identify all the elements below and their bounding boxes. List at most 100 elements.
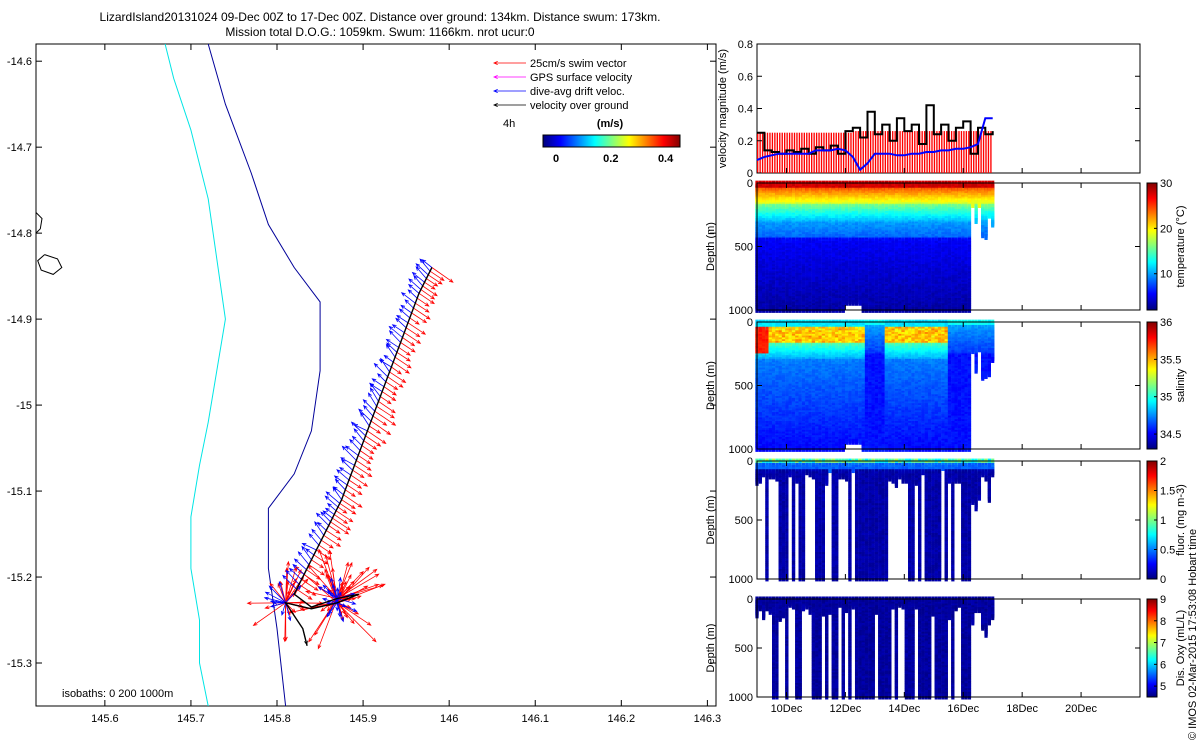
swim-bar (823, 132, 825, 173)
drift-vector (288, 567, 302, 580)
swim-bar (990, 131, 992, 173)
swim-bar (757, 132, 759, 173)
swim-vector (381, 391, 397, 402)
drift-vector (317, 521, 327, 531)
swim-bar (968, 131, 970, 173)
map-y-tick-label: -14.8 (7, 228, 32, 240)
swim-vector (378, 401, 396, 414)
swim-vector (391, 366, 402, 375)
drift-vector (301, 545, 312, 561)
reef-outline (35, 212, 43, 234)
swim-vector (367, 430, 387, 444)
drift-vector (421, 259, 433, 268)
swim-bar (904, 131, 906, 173)
swim-bar (850, 132, 852, 173)
island-outline (37, 254, 63, 275)
velocity-y-tick-label: 0.6 (738, 71, 753, 83)
title-line-2: Mission total D.O.G.: 1059km. Swum: 1166… (225, 25, 535, 39)
swim-vector (337, 602, 377, 643)
map-y-tick-label: -14.9 (7, 314, 32, 326)
map-y-tick-label: -14.7 (7, 142, 32, 154)
swim-bar (987, 131, 990, 173)
data-cell (848, 299, 852, 306)
chart-title: LizardIsland20131024 09-Dec 00Z to 17-De… (70, 10, 690, 40)
swim-vector (352, 469, 365, 479)
drift-vector (398, 308, 411, 319)
swim-bar (769, 132, 771, 173)
drift-vector (293, 558, 307, 570)
map-x-tick-label: 146.2 (608, 713, 636, 725)
drift-vector (264, 591, 286, 604)
drift-vector (388, 330, 401, 343)
swim-bar (973, 131, 975, 173)
swim-bar (975, 131, 977, 173)
map-y-tick-label: -15 (16, 400, 32, 412)
drift-vector (349, 438, 361, 451)
legend-arrow (492, 75, 526, 79)
drift-vector (385, 343, 396, 358)
drift-vector (292, 563, 305, 575)
swim-bar (950, 131, 953, 173)
drift-vector (325, 491, 340, 504)
swim-vector (354, 464, 373, 478)
swim-bar (914, 131, 916, 173)
data-cell (854, 299, 859, 306)
swim-vector (308, 564, 325, 576)
drift-vector (377, 373, 387, 383)
swim-vector (337, 506, 348, 514)
swim-bar (818, 132, 820, 173)
drift-vector (395, 317, 407, 328)
drift-vector (327, 589, 338, 604)
drift-vector (373, 362, 388, 378)
drift-vector (369, 382, 381, 397)
swim-bar (872, 131, 874, 173)
legend-entry-label: GPS surface velocity (530, 72, 633, 84)
swim-vector (335, 510, 354, 523)
swim-vector (339, 502, 357, 515)
drift-vector (305, 548, 315, 556)
swim-vector (333, 514, 349, 524)
swim-bar (830, 132, 833, 173)
swim-bar (852, 131, 855, 173)
swim-vector (336, 585, 351, 604)
map-x-tick-label: 145.7 (177, 713, 205, 725)
swim-vector (368, 425, 382, 434)
legend-entry-label: velocity over ground (530, 100, 628, 112)
drift-vector (408, 278, 422, 290)
swim-bar (877, 131, 879, 173)
swim-vector (420, 289, 436, 300)
drift-vector (327, 502, 337, 512)
swim-bar (766, 132, 769, 173)
swim-vector (252, 602, 286, 626)
swim-bar (943, 131, 945, 173)
swim-vector (409, 317, 420, 325)
swim-vector (387, 376, 404, 388)
drift-vector (413, 275, 424, 287)
legend-arrow (492, 103, 526, 107)
velocity-y-tick-label: 0.8 (738, 39, 753, 51)
velocity-y-tick-label: 0.4 (738, 104, 753, 116)
drift-vector (419, 258, 431, 272)
drift-vector (350, 421, 366, 437)
drift-vector (301, 542, 317, 551)
swim-bar (953, 131, 955, 173)
swim-bar (892, 131, 894, 173)
swim-vector (416, 297, 430, 307)
map-y-tick-label: -15.1 (7, 486, 32, 498)
drift-vector (278, 580, 286, 603)
drift-vector (332, 486, 342, 500)
drift-vector (367, 392, 377, 407)
map-axes-frame (35, 43, 717, 707)
drift-vector (315, 512, 329, 526)
swim-vector (269, 582, 286, 604)
swim-vector (321, 539, 334, 549)
swim-vector (385, 381, 399, 391)
drift-vector (336, 602, 344, 623)
swim-vector (330, 521, 350, 535)
swim-bar (759, 132, 761, 173)
drift-vector (285, 602, 292, 622)
drift-vector (335, 587, 340, 599)
swim-bar (825, 132, 828, 173)
drift-vector (388, 325, 403, 338)
